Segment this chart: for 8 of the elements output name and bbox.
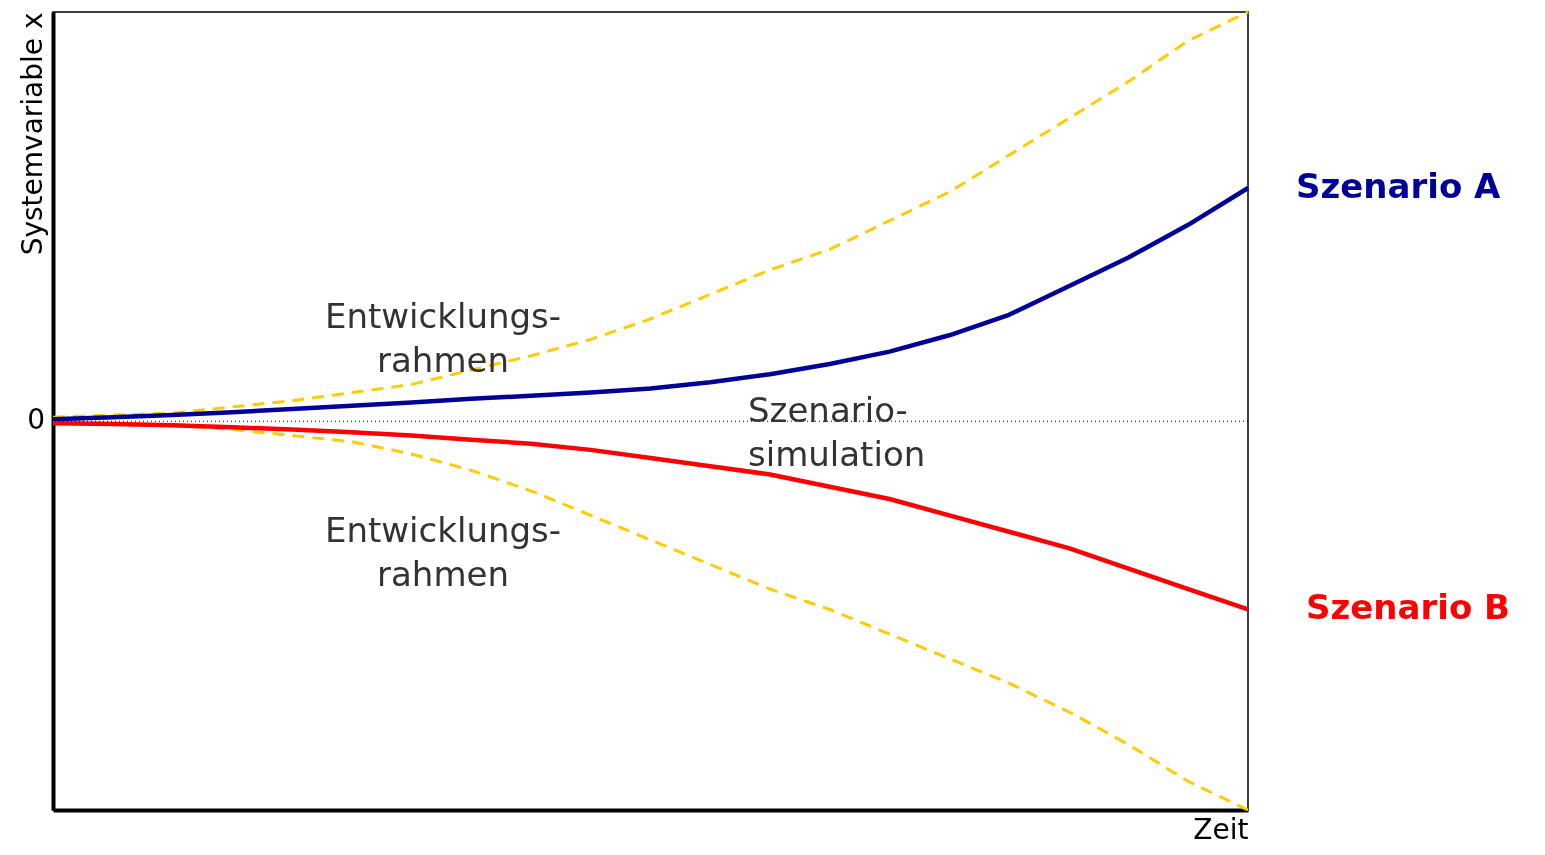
annotation: Entwicklungs- rahmen xyxy=(324,510,562,594)
annotation: Entwicklungs- rahmen xyxy=(324,296,562,380)
series-label: Szenario A xyxy=(1296,165,1502,206)
annotation: Szenario- simulation xyxy=(748,390,926,474)
ref-line-label: 0 xyxy=(27,403,45,437)
y-axis-title: Systemvariable x xyxy=(15,12,49,256)
x-axis-title: Zeit xyxy=(1193,812,1249,846)
series-label: Szenario B xyxy=(1306,587,1511,628)
